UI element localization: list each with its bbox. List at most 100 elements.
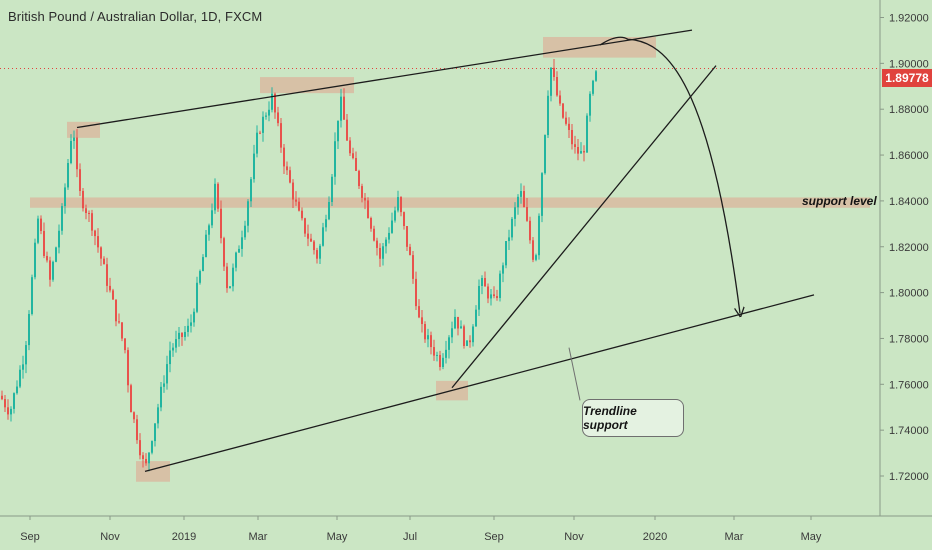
- candle-body: [484, 278, 486, 287]
- candle-body: [1, 395, 3, 400]
- candle-body: [283, 147, 285, 167]
- candle-body: [55, 247, 57, 262]
- candle-body: [157, 407, 159, 424]
- candle-body: [64, 187, 66, 207]
- candle-body: [430, 335, 432, 348]
- candle-body: [580, 151, 582, 154]
- candle-body: [316, 250, 318, 259]
- candle-body: [343, 96, 345, 120]
- candle-body: [262, 116, 264, 133]
- candle-body: [364, 197, 366, 201]
- candle-body: [34, 242, 36, 278]
- y-tick-label: 1.90000: [889, 58, 929, 70]
- lower-support-trendline: [144, 294, 815, 473]
- candle-body: [277, 112, 279, 124]
- candle-body: [220, 208, 222, 239]
- candle-body: [229, 286, 231, 289]
- candle-body: [253, 153, 255, 180]
- candle-body: [565, 117, 567, 124]
- candle-body: [310, 238, 312, 242]
- candle-body: [223, 238, 225, 267]
- candle-body: [76, 137, 78, 170]
- y-tick-label: 1.72000: [889, 471, 929, 483]
- candle-body: [469, 340, 471, 343]
- candle-body: [556, 77, 558, 96]
- chart-title: British Pound / Australian Dollar, 1D, F…: [8, 9, 263, 24]
- candle-body: [493, 294, 495, 297]
- candles: [1, 59, 597, 472]
- candle-body: [28, 313, 30, 346]
- candle-body: [424, 324, 426, 340]
- candle-body: [403, 212, 405, 227]
- candle-body: [331, 176, 333, 202]
- candle-body: [568, 123, 570, 130]
- y-tick-label: 1.78000: [889, 333, 929, 345]
- candle-body: [583, 151, 585, 153]
- candle-body: [7, 407, 9, 415]
- candle-body: [97, 236, 99, 248]
- candle-body: [184, 331, 186, 337]
- candle-body: [490, 294, 492, 299]
- candle-body: [295, 199, 297, 202]
- candle-body: [436, 354, 438, 356]
- candle-body: [505, 241, 507, 266]
- candle-body: [181, 332, 183, 337]
- candle-body: [475, 309, 477, 327]
- candle-body: [328, 201, 330, 220]
- candle-body: [547, 95, 549, 136]
- candle-body: [247, 201, 249, 226]
- candle-body: [238, 248, 240, 253]
- candle-body: [346, 119, 348, 141]
- candle-body: [271, 93, 273, 110]
- candle-body: [370, 218, 372, 229]
- candle-body: [472, 326, 474, 343]
- x-tick-label: Sep: [20, 531, 40, 543]
- x-tick-label: May: [801, 531, 822, 543]
- candle-body: [367, 200, 369, 219]
- candle-body: [217, 183, 219, 209]
- candle-body: [421, 317, 423, 325]
- candle-body: [88, 213, 90, 215]
- candle-body: [391, 220, 393, 233]
- upper-resistance-trendline: [76, 29, 693, 129]
- candle-body: [427, 335, 429, 340]
- candle-body: [553, 67, 555, 78]
- candle-body: [85, 208, 87, 214]
- candle-body: [298, 201, 300, 211]
- support-level-label: support level: [802, 194, 877, 208]
- candle-body: [79, 169, 81, 191]
- candle-body: [415, 278, 417, 307]
- candle-body: [313, 241, 315, 251]
- candle-body: [256, 132, 258, 154]
- candle-body: [10, 408, 12, 415]
- candle-body: [49, 260, 51, 280]
- candle-body: [268, 109, 270, 116]
- candle-body: [511, 218, 513, 238]
- x-tick-label: Sep: [484, 531, 504, 543]
- candle-body: [439, 354, 441, 367]
- candle-body: [502, 265, 504, 274]
- candle-body: [190, 322, 192, 326]
- y-tick-label: 1.76000: [889, 379, 929, 391]
- x-tick-label: 2019: [172, 531, 196, 543]
- candle-body: [82, 190, 84, 209]
- candle-body: [466, 340, 468, 346]
- candle-body: [163, 383, 165, 387]
- highlight-zone: [136, 461, 170, 482]
- highlight-zone: [260, 77, 354, 94]
- highlight-zone: [30, 197, 870, 208]
- x-tick-label: Mar: [249, 531, 268, 543]
- candle-body: [448, 337, 450, 350]
- y-tick-label: 1.86000: [889, 150, 929, 162]
- candle-body: [442, 357, 444, 367]
- rising-trendline: [451, 65, 717, 389]
- candle-body: [412, 255, 414, 279]
- candle-body: [349, 140, 351, 154]
- candle-body: [577, 147, 579, 154]
- candle-body: [151, 441, 153, 453]
- candle-body: [496, 296, 498, 298]
- last-price-tag: 1.89778: [882, 69, 932, 87]
- candle-body: [142, 455, 144, 459]
